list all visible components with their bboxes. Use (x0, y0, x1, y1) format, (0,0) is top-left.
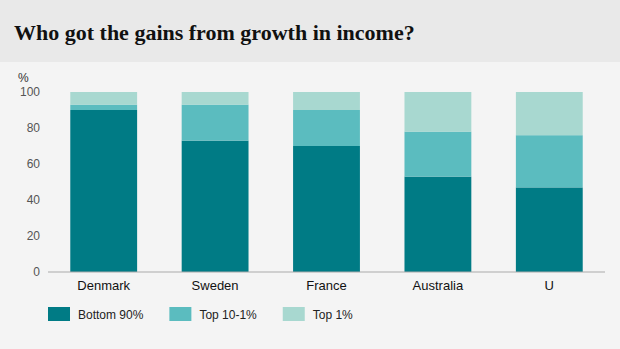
bar-segment (404, 132, 471, 177)
legend-label: Top 10-1% (199, 308, 257, 322)
x-tick-label: U (545, 278, 554, 293)
bar-segment (293, 110, 360, 146)
y-axis-label: % (18, 71, 29, 85)
bar-segment (182, 92, 249, 105)
legend-swatch (283, 307, 305, 321)
y-tick-label: 20 (27, 229, 41, 243)
bar-segment (70, 105, 137, 110)
chart-container: Who got the gains from growth in income?… (0, 0, 620, 349)
bar-segment (516, 187, 583, 272)
y-tick-label: 60 (27, 157, 41, 171)
bar-segment (182, 105, 249, 141)
y-tick-label: 40 (27, 193, 41, 207)
legend-label: Bottom 90% (78, 308, 144, 322)
legend-label: Top 1% (313, 308, 353, 322)
title-band (0, 0, 620, 62)
y-tick-label: 0 (33, 265, 40, 279)
bar-segment (293, 146, 360, 272)
bar-segment (404, 177, 471, 272)
y-tick-label: 100 (20, 85, 40, 99)
bar-segment (70, 92, 137, 105)
x-tick-label: Australia (413, 278, 464, 293)
bar-segment (70, 110, 137, 272)
x-axis-line (48, 272, 605, 273)
x-tick-label: Denmark (77, 278, 130, 293)
x-tick-label: France (306, 278, 346, 293)
chart-svg: Who got the gains from growth in income?… (0, 0, 620, 349)
bar-segment (516, 92, 583, 135)
chart-title: Who got the gains from growth in income? (14, 20, 415, 45)
x-tick-label: Sweden (192, 278, 239, 293)
y-tick-label: 80 (27, 121, 41, 135)
legend-swatch (169, 307, 191, 321)
bar-segment (182, 141, 249, 272)
bar-segment (404, 92, 471, 132)
legend: Bottom 90% Top 10-1% Top 1% (48, 307, 353, 322)
bar-segment (516, 135, 583, 187)
bars (70, 92, 582, 272)
legend-swatch (48, 307, 70, 321)
bar-segment (293, 92, 360, 110)
